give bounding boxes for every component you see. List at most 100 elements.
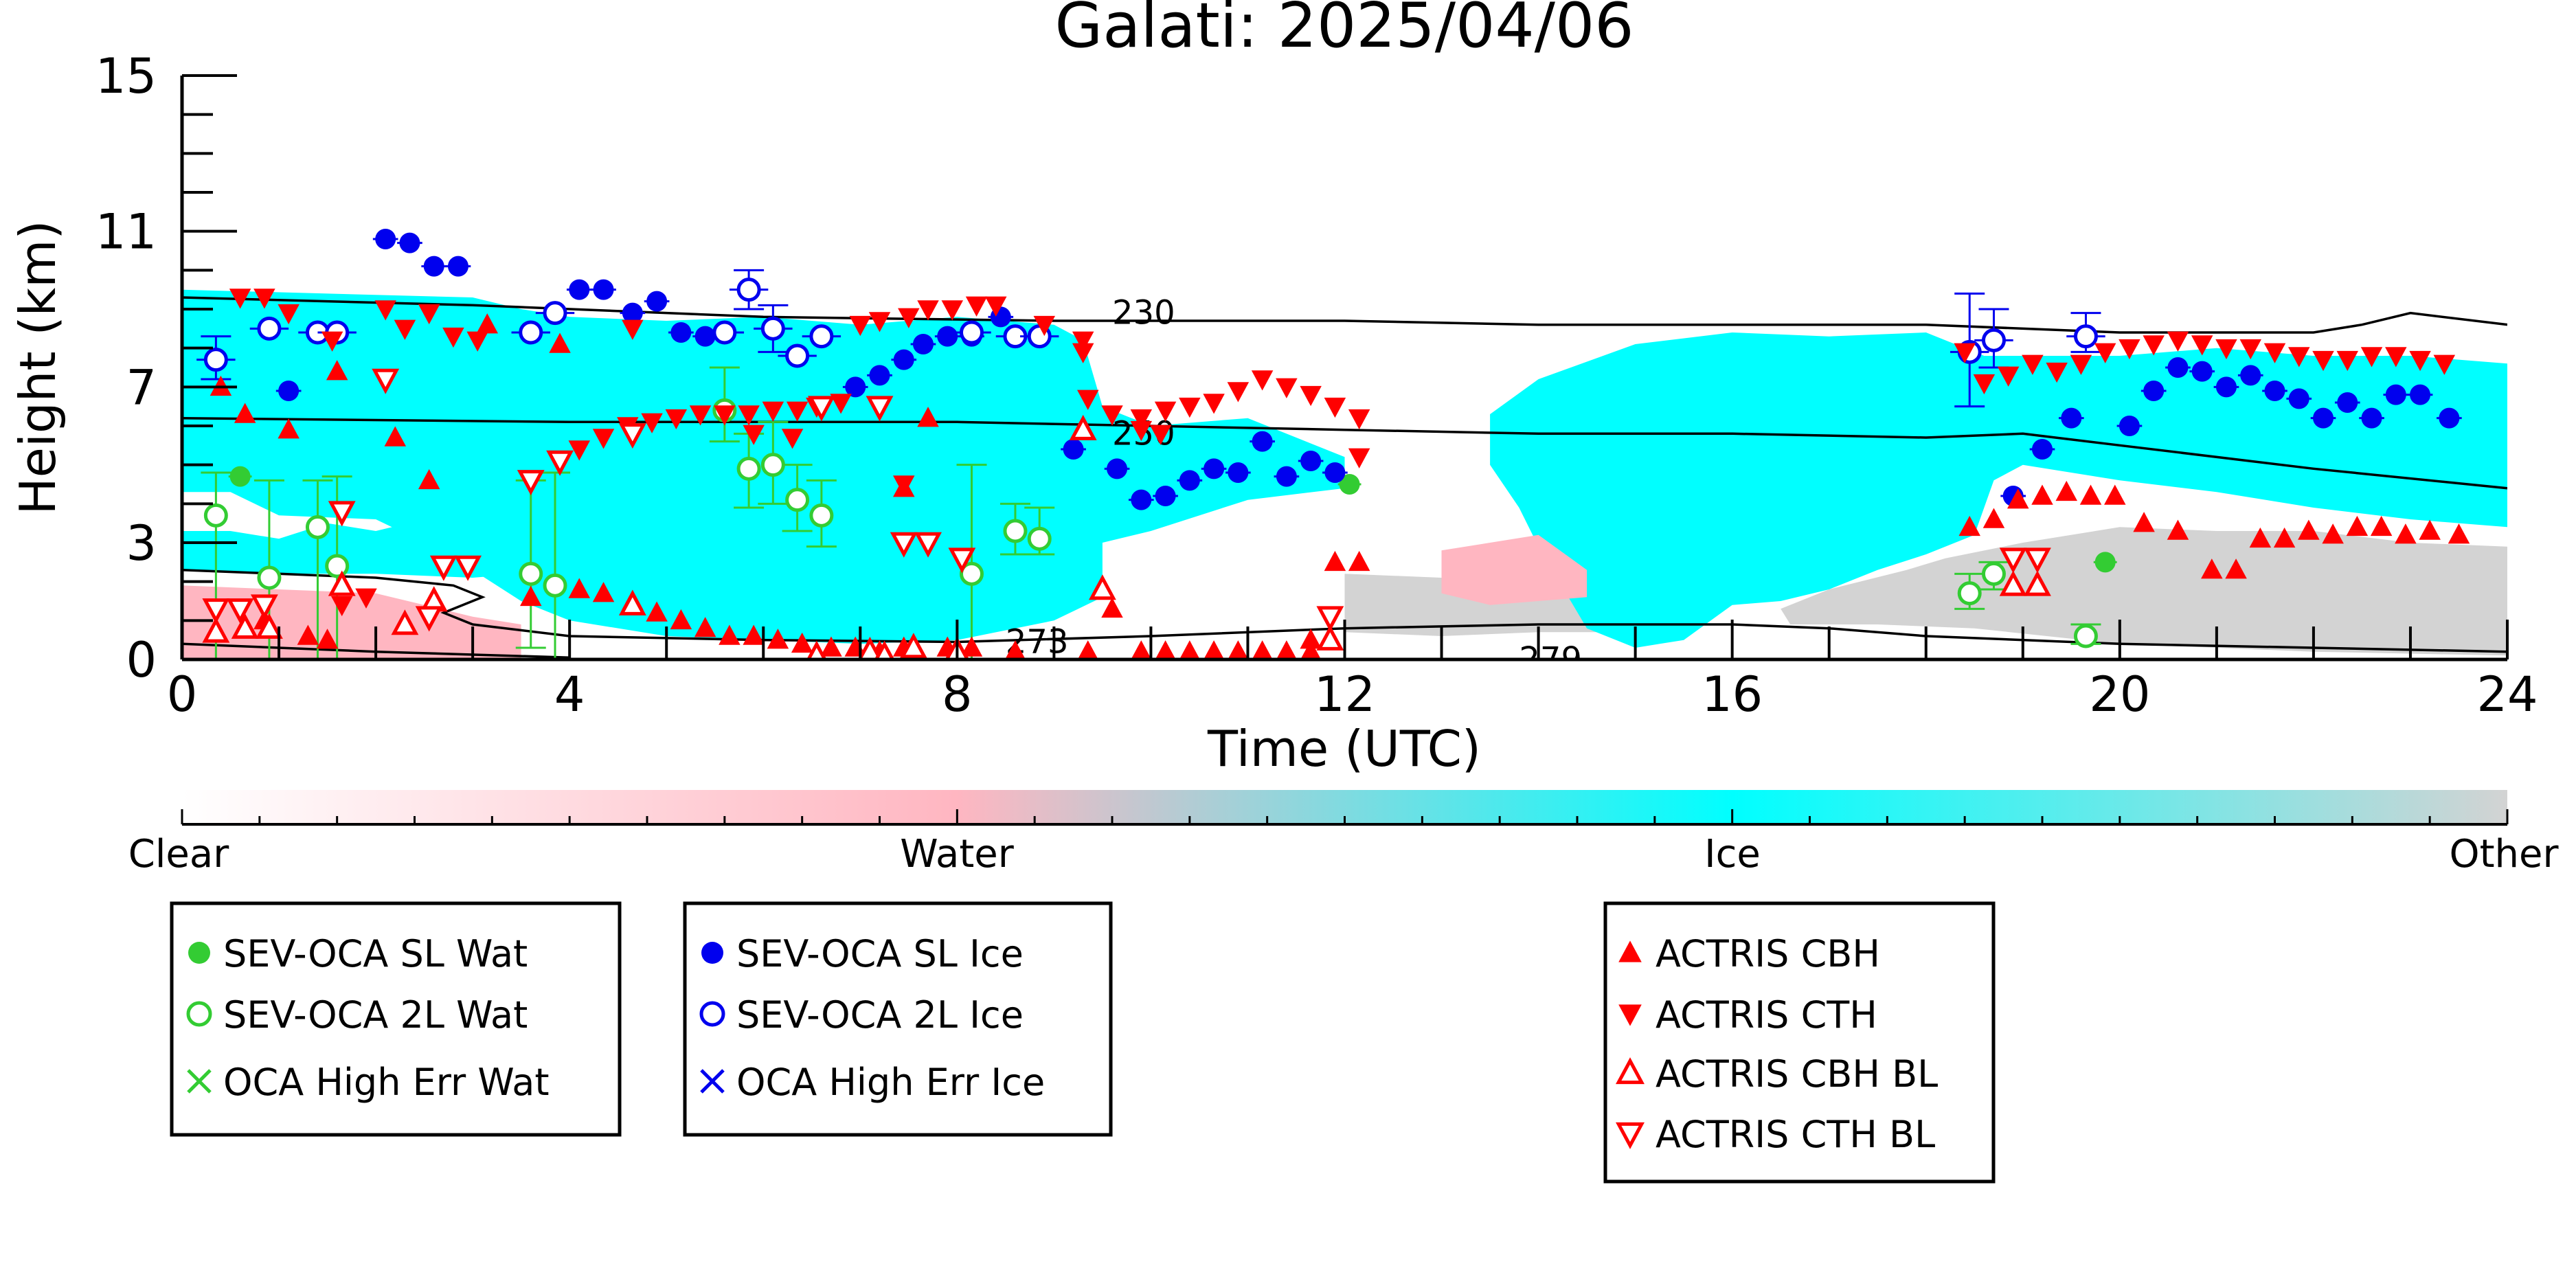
data-point <box>670 322 692 343</box>
data-point <box>767 629 789 649</box>
legend-marker-symbol <box>186 1001 212 1027</box>
data-point <box>418 468 440 490</box>
isotherm-line <box>182 416 2507 490</box>
data-point <box>372 368 400 394</box>
data-point <box>1101 405 1123 426</box>
data-point <box>1072 343 1094 363</box>
data-point <box>229 289 251 309</box>
data-point <box>1276 466 1297 487</box>
data-point <box>830 394 852 414</box>
data-point <box>1300 451 1322 471</box>
data-point <box>1227 382 1250 403</box>
series-actris-cbh-bl <box>202 414 2051 659</box>
data-point <box>305 515 330 539</box>
legend-marker-symbol <box>1618 940 1642 962</box>
data-point <box>1316 624 1344 651</box>
data-point <box>568 440 591 461</box>
data-point <box>2322 523 2344 544</box>
data-point <box>2273 527 2296 548</box>
data-point <box>297 624 319 645</box>
data-point <box>2312 350 2334 372</box>
data-point <box>1072 331 1094 352</box>
legend-label: OCA High Err Wat <box>223 1061 550 1104</box>
data-point <box>399 232 420 253</box>
data-point <box>1107 458 1128 479</box>
legend-box <box>683 901 1113 1137</box>
legend-marker <box>1618 940 1642 962</box>
data-point <box>1982 508 2005 528</box>
data-point <box>592 429 615 449</box>
x-tick-label: 16 <box>1702 666 1763 723</box>
data-point <box>2073 624 2098 648</box>
data-point <box>2288 388 2309 409</box>
data-point <box>355 588 377 609</box>
data-point <box>442 327 464 348</box>
data-point <box>960 636 983 657</box>
data-point <box>1130 409 1153 430</box>
y-tick-label: 0 <box>126 632 157 688</box>
data-point <box>959 320 984 345</box>
data-point <box>719 624 741 645</box>
legend-marker-symbol <box>1616 1057 1645 1085</box>
legend-box <box>1603 901 1996 1184</box>
data-point <box>866 396 894 422</box>
data-point <box>226 598 254 624</box>
legend-marker <box>700 1069 725 1094</box>
data-point <box>712 320 737 345</box>
data-point <box>917 300 939 321</box>
data-point <box>454 555 482 581</box>
legend-label: ACTRIS CTH BL <box>1656 1113 1935 1156</box>
data-point <box>1999 547 2027 574</box>
data-point <box>1276 640 1297 659</box>
data-point <box>1251 370 1274 391</box>
data-point <box>2055 480 2078 501</box>
data-point <box>2143 335 2165 356</box>
data-point <box>2298 519 2320 540</box>
colorbar: Clear Water Ice Other <box>128 790 2559 877</box>
data-point <box>1348 448 1370 468</box>
data-point <box>374 300 396 321</box>
data-point <box>2410 384 2431 405</box>
legend-label: OCA High Err Ice <box>736 1061 1045 1104</box>
legend-oca-ice: SEV-OCA SL Ice SEV-OCA 2L Ice OCA High E… <box>683 901 1113 1137</box>
data-point <box>893 475 915 496</box>
data-point <box>2419 519 2441 540</box>
data-point <box>785 343 810 368</box>
data-point <box>593 279 614 300</box>
data-point <box>785 488 810 512</box>
data-point <box>694 326 716 347</box>
legend-label: ACTRIS CTH <box>1656 993 1877 1037</box>
data-point <box>743 624 765 645</box>
data-point <box>874 640 895 659</box>
data-point <box>2191 361 2213 382</box>
y-tick-label: 3 <box>126 515 157 572</box>
legend-marker-symbol <box>187 1069 212 1094</box>
data-point <box>1999 570 2027 596</box>
data-point <box>781 429 804 449</box>
legend-marker <box>1618 1004 1642 1026</box>
data-point <box>328 501 356 527</box>
data-point <box>1069 414 1097 440</box>
data-point <box>1324 462 1346 483</box>
data-point <box>985 296 1007 317</box>
colorbar-ticks <box>181 809 2509 824</box>
data-point <box>2240 365 2261 386</box>
data-point <box>1300 385 1322 407</box>
data-point <box>278 418 300 439</box>
data-point <box>2167 357 2189 378</box>
data-point <box>543 573 567 598</box>
data-point <box>375 229 396 249</box>
data-point <box>1981 561 2006 586</box>
legend-marker-symbol <box>701 942 723 964</box>
data-point <box>1076 389 1099 410</box>
data-point <box>622 319 644 340</box>
data-point <box>2215 339 2237 360</box>
series-sev-oca-sl-wat <box>228 466 2117 573</box>
data-point <box>384 426 407 447</box>
data-point <box>229 466 251 487</box>
data-point <box>253 289 275 309</box>
legend-marker <box>186 1001 212 1027</box>
data-point <box>2119 339 2140 360</box>
legend-marker <box>187 1069 212 1094</box>
